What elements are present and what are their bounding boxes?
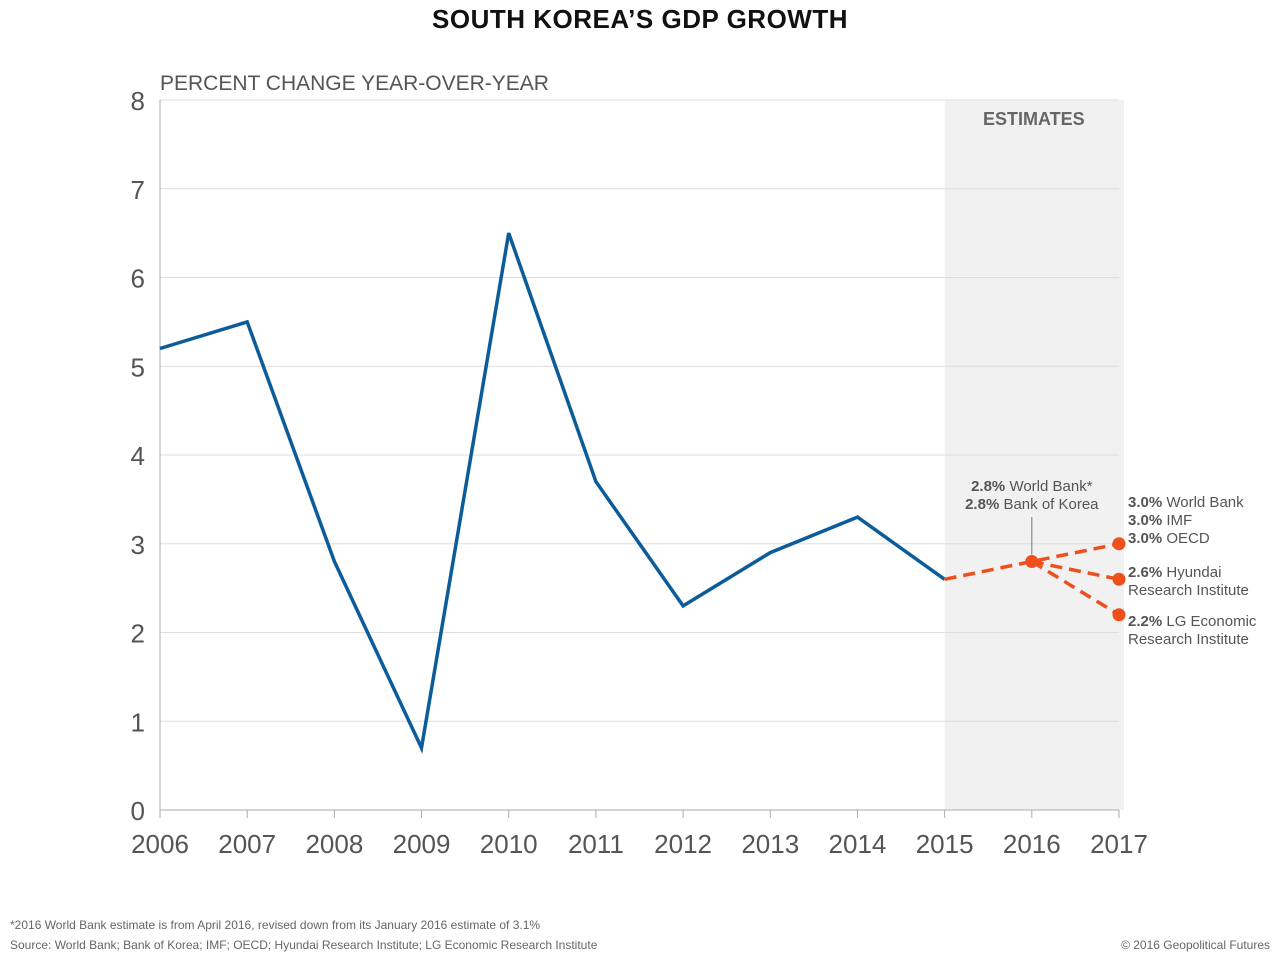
x-tick-label: 2008 [305, 829, 363, 859]
y-axis-label: PERCENT CHANGE YEAR-OVER-YEAR [160, 72, 549, 95]
estimate-series-line [944, 542, 1120, 582]
estimate-annotation: 3.0% OECD [1128, 530, 1210, 547]
estimate-annotation: Research Institute [1128, 582, 1249, 599]
x-tick-label: 2014 [829, 829, 887, 859]
x-tick-label: 2006 [131, 829, 189, 859]
estimate-point [1112, 572, 1126, 586]
x-tick-label: 2017 [1090, 829, 1148, 859]
y-tick-label: 1 [131, 707, 145, 737]
x-tick-label: 2011 [568, 829, 624, 859]
x-tick-label: 2010 [480, 829, 538, 859]
x-tick-label: 2013 [741, 829, 799, 859]
estimate-point [1112, 537, 1126, 551]
y-tick-label: 2 [131, 619, 145, 649]
source-note: Source: World Bank; Bank of Korea; IMF; … [10, 938, 598, 952]
y-tick-label: 6 [131, 264, 145, 294]
y-tick-label: 4 [131, 441, 145, 471]
estimate-annotation: 2.6% Hyundai [1128, 564, 1221, 581]
y-tick-label: 5 [131, 352, 145, 382]
y-tick-label: 3 [131, 530, 145, 560]
y-tick-label: 0 [131, 796, 145, 826]
estimate-annotation: 2.2% LG Economic [1128, 613, 1257, 630]
estimate-annotation: 3.0% World Bank [1128, 494, 1244, 511]
estimates-label: ESTIMATES [983, 109, 1085, 129]
copyright: © 2016 Geopolitical Futures [1121, 938, 1270, 952]
estimate-point [1112, 608, 1126, 622]
x-tick-label: 2012 [654, 829, 712, 859]
x-tick-label: 2015 [916, 829, 974, 859]
estimate-series-line [1030, 560, 1120, 617]
x-tick-label: 2009 [393, 829, 451, 859]
estimate-annotation: Research Institute [1128, 631, 1249, 648]
chart-title: SOUTH KOREA’S GDP GROWTH [432, 4, 848, 34]
x-tick-label: 2016 [1003, 829, 1061, 859]
actual-series-line [159, 232, 946, 754]
y-tick-label: 8 [131, 86, 145, 116]
footnote: *2016 World Bank estimate is from April … [10, 918, 541, 932]
estimate-series-line [1031, 559, 1120, 582]
estimate-annotation: 2.8% World Bank* [971, 478, 1093, 495]
y-tick-label: 7 [131, 175, 145, 205]
estimate-annotation: 3.0% IMF [1128, 512, 1192, 529]
estimate-point [1025, 555, 1039, 568]
x-tick-label: 2007 [218, 829, 276, 859]
estimate-annotation: 2.8% Bank of Korea [965, 496, 1099, 513]
